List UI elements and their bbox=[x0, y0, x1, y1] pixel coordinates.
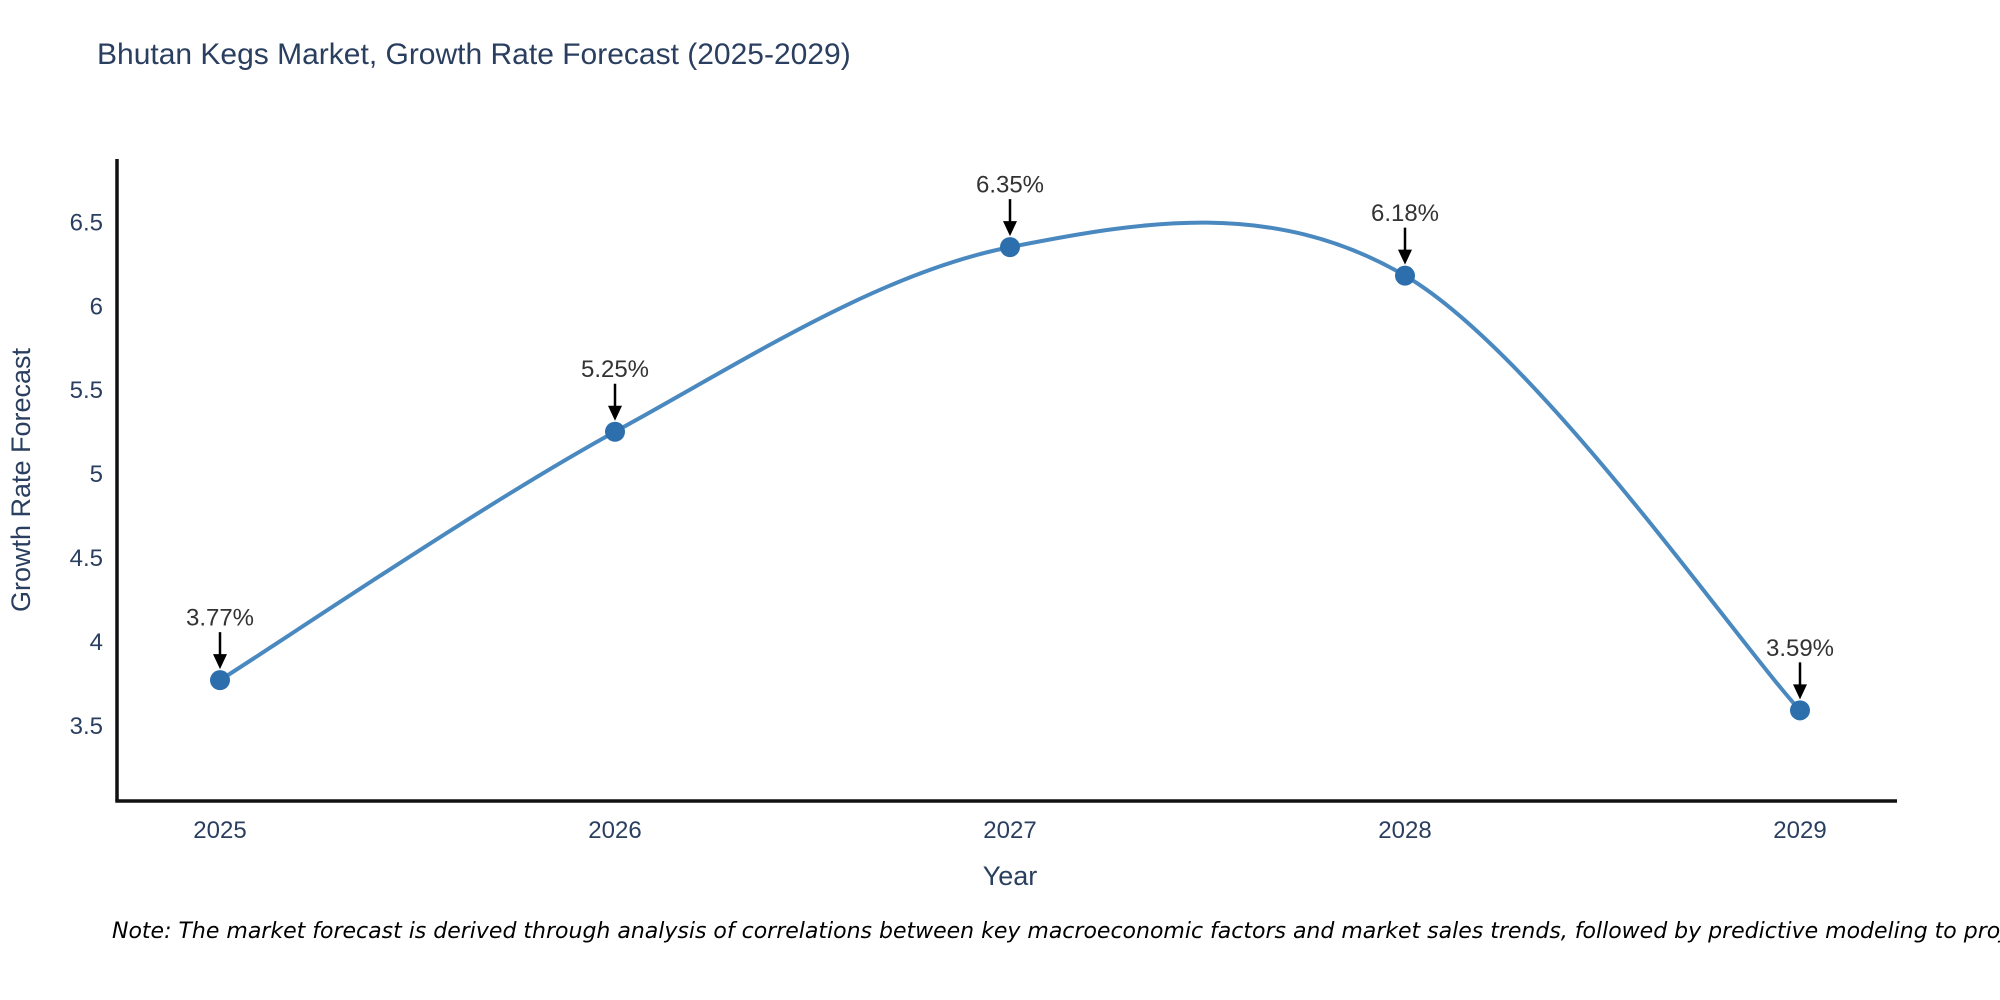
data-point-markers bbox=[210, 237, 1810, 721]
annotation-arrowhead-icon bbox=[1398, 249, 1412, 265]
data-point-value-label: 5.25% bbox=[581, 356, 649, 383]
data-point-value-label: 3.77% bbox=[186, 605, 254, 632]
data-point-marker bbox=[1790, 700, 1810, 721]
data-point-marker bbox=[1000, 237, 1020, 258]
x-axis-tick-labels: 2025 2026 2027 2028 2029 bbox=[193, 817, 1826, 844]
footnote: Note: The market forecast is derived thr… bbox=[112, 919, 2000, 944]
chart-title: Bhutan Kegs Market, Growth Rate Forecast… bbox=[97, 38, 851, 71]
x-tick-label: 2029 bbox=[1773, 817, 1826, 844]
y-axis-tick-labels: 3.5 4 4.5 5 5.5 6 6.5 bbox=[70, 209, 103, 740]
x-tick-label: 2026 bbox=[588, 817, 641, 844]
data-point-marker bbox=[1395, 265, 1415, 286]
y-tick-label: 4 bbox=[90, 629, 103, 656]
y-tick-label: 5.5 bbox=[70, 377, 103, 404]
x-tick-label: 2025 bbox=[193, 817, 246, 844]
y-tick-label: 6.5 bbox=[70, 209, 103, 236]
data-point-marker bbox=[210, 670, 230, 691]
forecast-line-series bbox=[218, 220, 1802, 712]
y-tick-label: 6 bbox=[90, 293, 103, 320]
y-tick-label: 4.5 bbox=[70, 545, 103, 572]
x-tick-label: 2027 bbox=[983, 817, 1036, 844]
data-point-marker bbox=[605, 421, 625, 442]
y-axis-title: Growth Rate Forecast bbox=[6, 347, 36, 612]
data-point-annotations: 3.77% 5.25% 6.35% 6.18% 3.59% bbox=[186, 172, 1834, 700]
y-tick-label: 5 bbox=[90, 461, 103, 488]
data-point-value-label: 6.18% bbox=[1371, 200, 1439, 227]
annotation-arrowhead-icon bbox=[1003, 221, 1017, 237]
data-point-value-label: 6.35% bbox=[976, 172, 1044, 199]
annotation-arrowhead-icon bbox=[213, 654, 227, 670]
annotation-arrowhead-icon bbox=[1793, 684, 1807, 700]
x-axis-title: Year bbox=[983, 861, 1038, 891]
data-point-value-label: 3.59% bbox=[1766, 635, 1834, 662]
y-tick-label: 3.5 bbox=[70, 713, 103, 740]
x-tick-label: 2028 bbox=[1378, 817, 1431, 844]
annotation-arrowhead-icon bbox=[608, 405, 622, 421]
